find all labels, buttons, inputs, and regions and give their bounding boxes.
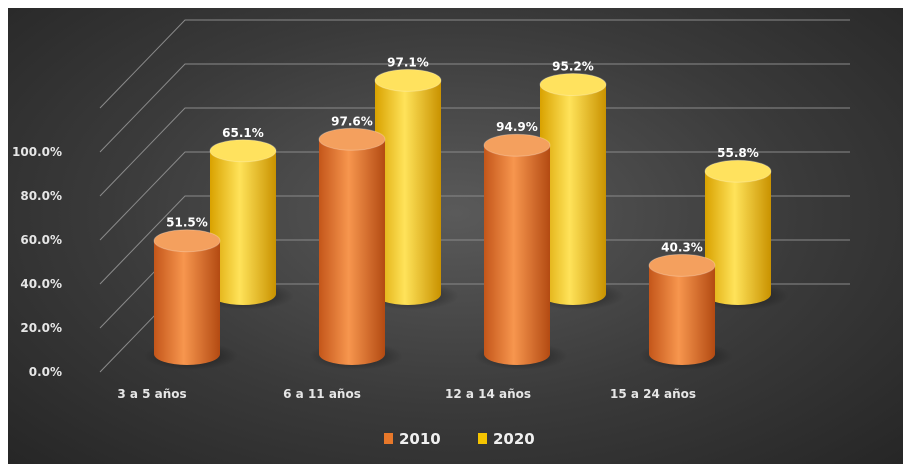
category-label: 12 a 14 años [445,387,531,401]
data-label: 97.1% [387,55,429,69]
y-tick-label: 40.0% [20,277,62,291]
bar-2010 [474,133,568,370]
data-label: 65.1% [222,126,264,140]
data-label: 55.8% [717,146,759,160]
category-label: 15 a 24 años [610,387,696,401]
legend-label: 2010 [399,430,441,448]
legend-item: 2010 [384,430,441,448]
gridline [99,63,850,153]
legend-label: 2020 [493,430,535,448]
legend-swatch [384,433,393,444]
data-label: 95.2% [552,60,594,74]
gridline [99,19,850,109]
bar-2010 [309,127,403,370]
gridline [99,151,850,241]
data-label: 97.6% [331,114,373,128]
data-label: 51.5% [166,216,208,230]
bar-2010 [639,253,733,370]
bar-2020 [530,73,624,310]
y-tick-label: 0.0% [29,365,62,379]
legend-item: 2020 [478,430,535,448]
data-label: 40.3% [661,240,703,254]
y-tick-label: 60.0% [20,233,62,247]
bar-2020 [365,68,459,310]
category-label: 3 a 5 años [117,387,186,401]
data-label: 94.9% [496,120,538,134]
y-tick-label: 80.0% [20,189,62,203]
y-tick-label: 100.0% [12,145,62,159]
gridline [99,195,850,285]
bar-2010 [144,229,238,370]
bar-2020 [695,159,789,310]
y-tick-label: 20.0% [20,321,62,335]
gridline [99,107,850,197]
bar-2020 [200,139,294,310]
legend-swatch [478,433,487,444]
category-label: 6 a 11 años [283,387,361,401]
